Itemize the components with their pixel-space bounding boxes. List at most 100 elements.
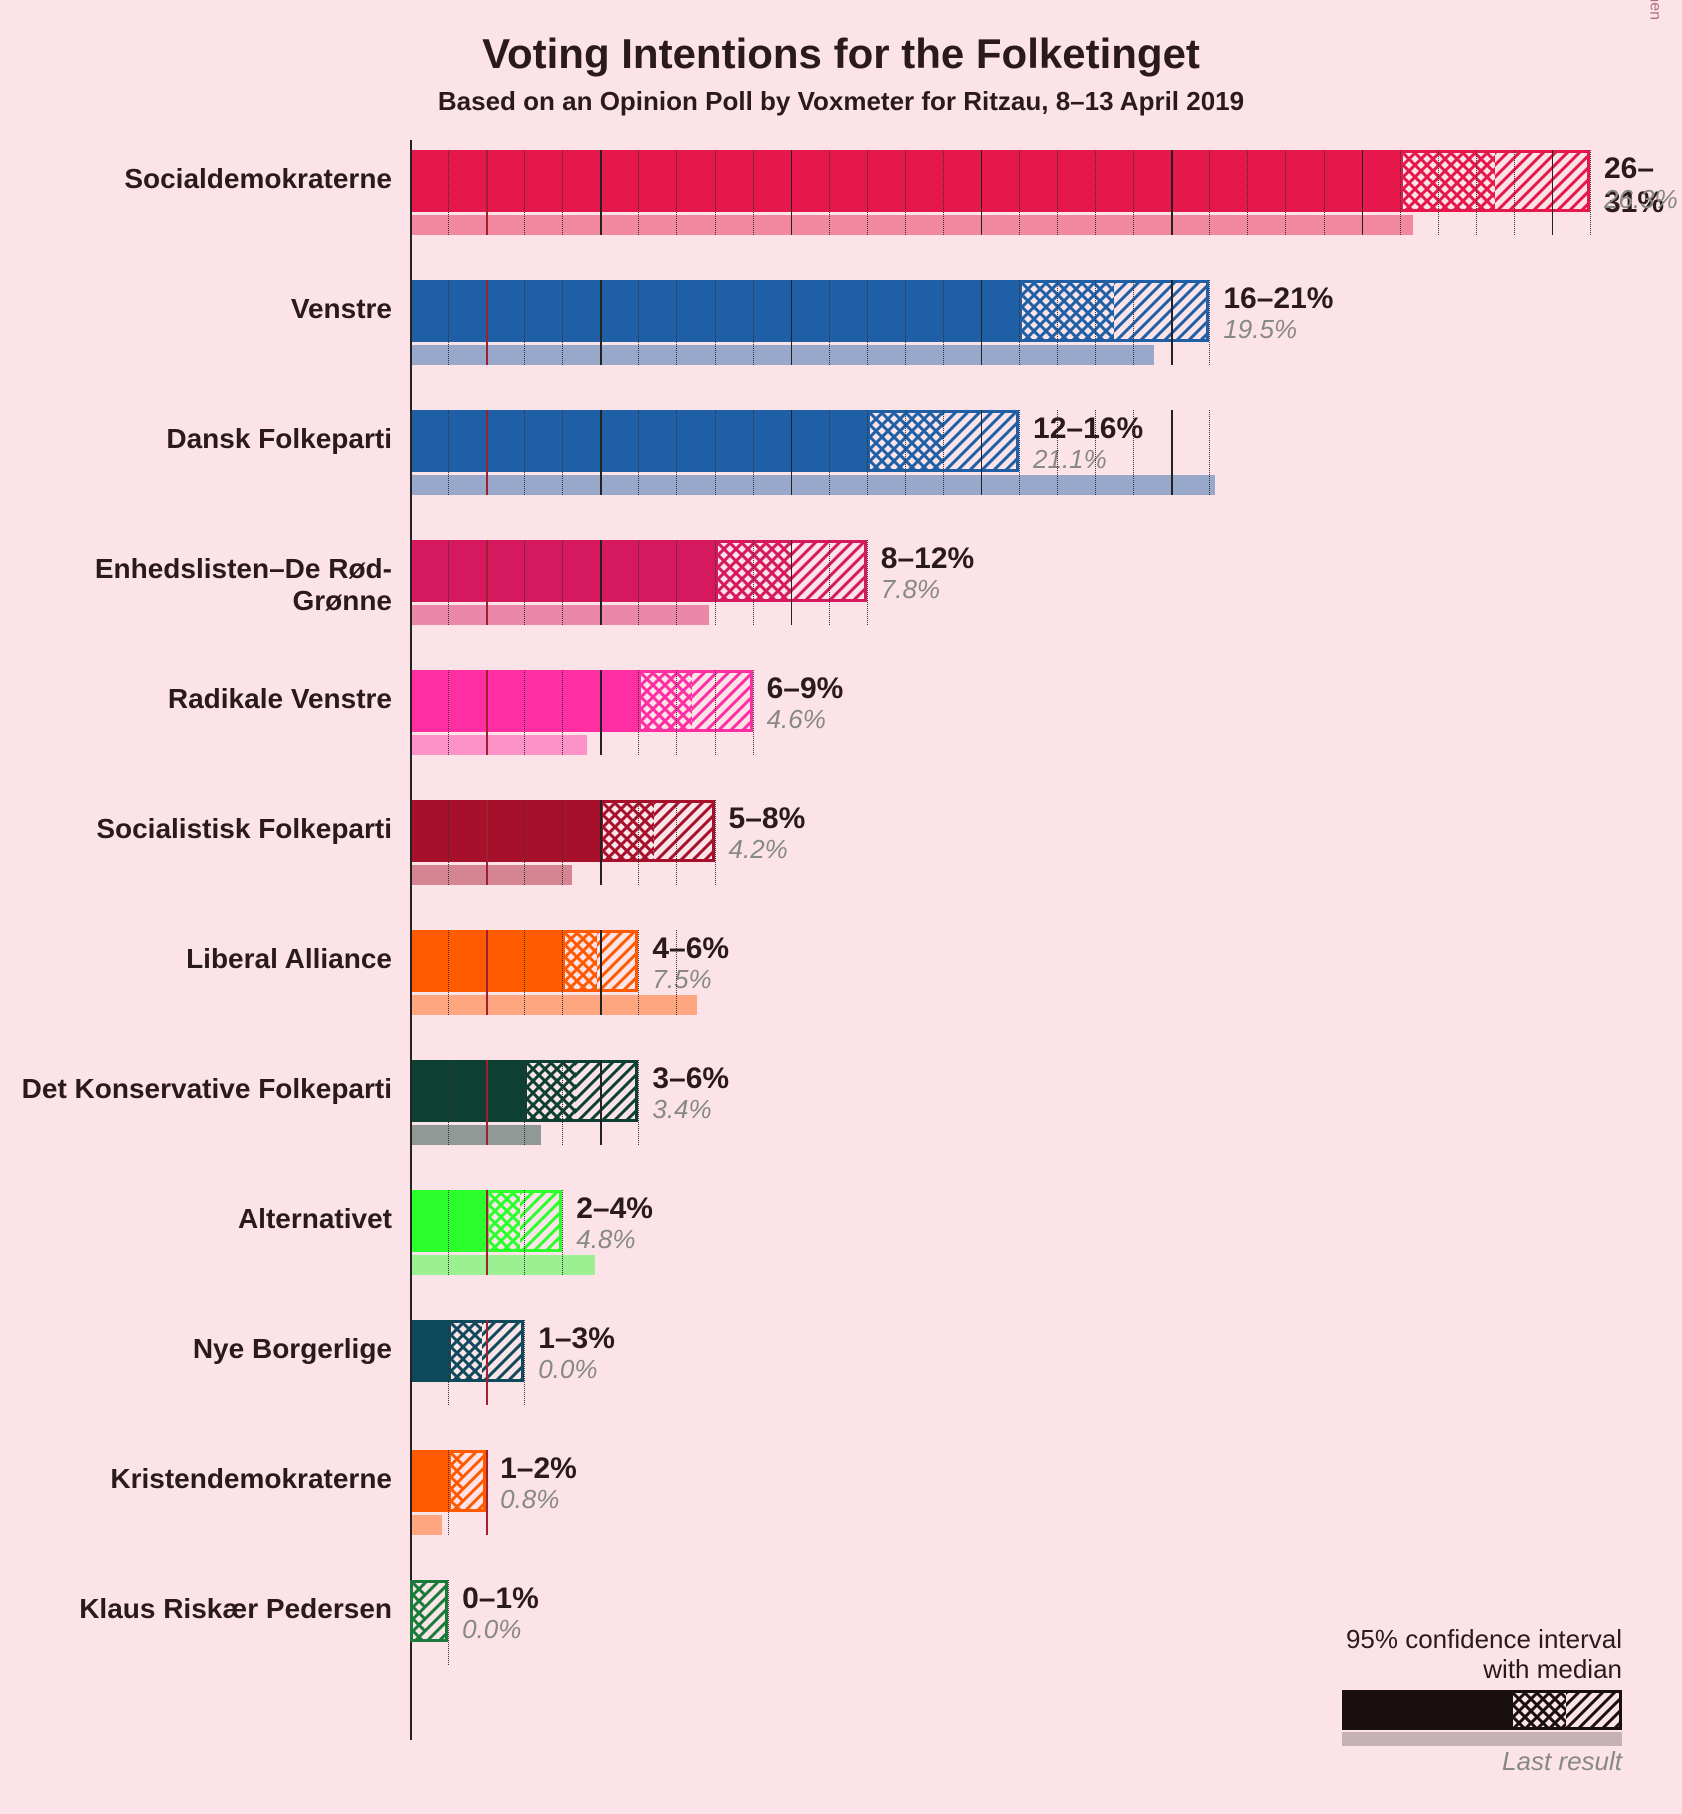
gridline-minor xyxy=(943,280,944,365)
gridline-minor xyxy=(676,670,677,755)
bar-solid xyxy=(412,800,600,862)
bar-solid xyxy=(412,410,867,472)
gridline-minor xyxy=(715,410,716,495)
gridline-major xyxy=(1171,410,1173,495)
bar-crosshatch xyxy=(600,800,653,862)
gridline-major xyxy=(1171,150,1173,235)
gridline-minor xyxy=(1057,410,1058,495)
last-result-bar xyxy=(412,1255,595,1275)
gridline-minor xyxy=(905,150,906,235)
gridline-minor xyxy=(562,670,563,755)
last-result-label: 0.0% xyxy=(462,1614,521,1645)
gridline-major xyxy=(791,540,793,625)
bar-solid xyxy=(412,150,1400,212)
bar-solid xyxy=(412,280,1019,342)
bar-diagonal xyxy=(654,800,715,862)
last-result-label: 7.5% xyxy=(652,964,711,995)
gridline-minor xyxy=(715,670,716,755)
gridline-minor xyxy=(448,670,449,755)
gridline-major xyxy=(981,150,983,235)
gridline-minor xyxy=(562,800,563,885)
gridline-minor xyxy=(1019,280,1020,365)
range-label: 3–6% xyxy=(652,1062,729,1096)
gridline-minor xyxy=(676,280,677,365)
gridline-minor xyxy=(1019,150,1020,235)
gridline-minor xyxy=(676,540,677,625)
gridline-minor xyxy=(1095,410,1096,495)
gridline-minor xyxy=(1133,150,1134,235)
threshold-line xyxy=(486,930,488,1015)
gridline-minor xyxy=(562,1190,563,1275)
gridline-minor xyxy=(448,540,449,625)
gridline-minor xyxy=(524,1190,525,1275)
threshold-line xyxy=(486,1450,488,1535)
range-label: 0–1% xyxy=(462,1582,539,1616)
threshold-line xyxy=(486,800,488,885)
gridline-minor xyxy=(943,150,944,235)
gridline-minor xyxy=(753,280,754,365)
gridline-minor xyxy=(448,150,449,235)
legend-bar-cross xyxy=(1510,1690,1566,1730)
gridline-minor xyxy=(562,540,563,625)
gridline-minor xyxy=(562,410,563,495)
gridline-minor xyxy=(638,800,639,885)
party-label: Enhedslisten–De Rød-Grønne xyxy=(0,553,392,617)
bar-solid xyxy=(412,1190,486,1252)
gridline-major xyxy=(600,800,602,885)
party-label: Nye Borgerlige xyxy=(0,1333,392,1365)
gridline-minor xyxy=(753,670,754,755)
gridline-minor xyxy=(448,1450,449,1535)
gridline-minor xyxy=(1095,150,1096,235)
last-result-bar xyxy=(412,605,709,625)
gridline-minor xyxy=(715,540,716,625)
gridline-minor xyxy=(1133,410,1134,495)
chart-root: Voting Intentions for the FolketingetBas… xyxy=(0,0,1682,1814)
bar-solid xyxy=(412,1450,448,1512)
gridline-minor xyxy=(524,410,525,495)
bar-diagonal xyxy=(482,1320,524,1382)
gridline-minor xyxy=(524,800,525,885)
gridline-minor xyxy=(1285,150,1286,235)
last-result-bar xyxy=(412,995,697,1015)
last-result-label: 19.5% xyxy=(1223,314,1297,345)
bar-crosshatch xyxy=(524,1060,575,1122)
party-label: Alternativet xyxy=(0,1203,392,1235)
threshold-line xyxy=(486,150,488,235)
copyright-text: © 2019 Filip van Laenen xyxy=(1646,0,1664,20)
legend-title-1: 95% confidence interval xyxy=(1322,1624,1622,1655)
gridline-minor xyxy=(1590,150,1591,235)
gridline-minor xyxy=(448,1580,449,1665)
last-result-label: 3.4% xyxy=(652,1094,711,1125)
gridline-minor xyxy=(638,930,639,1015)
gridline-major xyxy=(791,150,793,235)
party-label: Klaus Riskær Pedersen xyxy=(0,1593,392,1625)
gridline-minor xyxy=(562,1060,563,1145)
gridline-minor xyxy=(1209,280,1210,365)
threshold-line xyxy=(486,670,488,755)
gridline-minor xyxy=(829,410,830,495)
threshold-line xyxy=(486,280,488,365)
gridline-minor xyxy=(1514,150,1515,235)
gridline-minor xyxy=(562,280,563,365)
gridline-minor xyxy=(867,150,868,235)
gridline-minor xyxy=(448,1190,449,1275)
gridline-minor xyxy=(562,930,563,1015)
party-label: Dansk Folkeparti xyxy=(0,423,392,455)
gridline-minor xyxy=(829,280,830,365)
range-label: 2–4% xyxy=(576,1192,653,1226)
gridline-minor xyxy=(1400,150,1401,235)
gridline-minor xyxy=(524,150,525,235)
gridline-minor xyxy=(1209,150,1210,235)
bar-diagonal xyxy=(463,1450,486,1512)
bar-diagonal xyxy=(576,1060,639,1122)
chart-title: Voting Intentions for the Folketinget xyxy=(0,30,1682,78)
gridline-minor xyxy=(638,670,639,755)
gridline-minor xyxy=(524,540,525,625)
bar-crosshatch xyxy=(562,930,596,992)
range-label: 1–2% xyxy=(500,1452,577,1486)
gridline-minor xyxy=(676,930,677,1015)
party-label: Socialdemokraterne xyxy=(0,163,392,195)
last-result-bar xyxy=(412,1125,541,1145)
gridline-minor xyxy=(1247,150,1248,235)
legend-title-2: with median xyxy=(1322,1654,1622,1685)
